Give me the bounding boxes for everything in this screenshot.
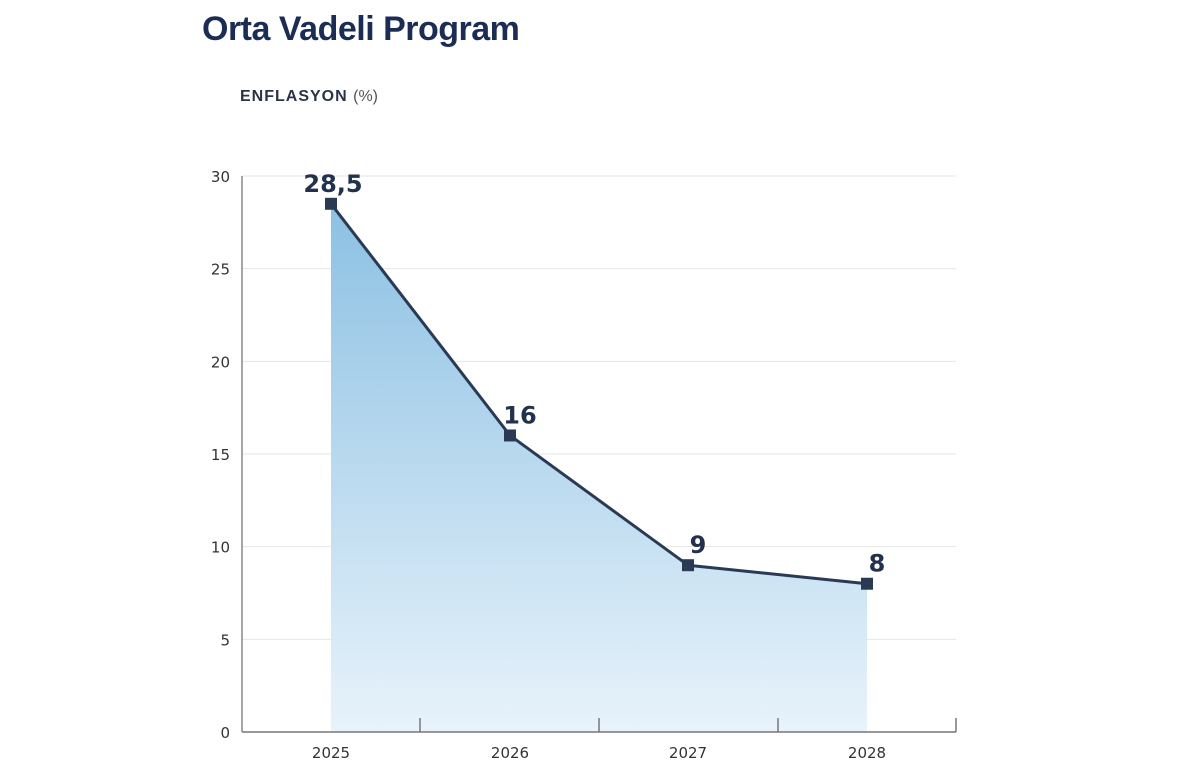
data-label: 9 <box>690 531 707 559</box>
data-label: 16 <box>503 401 536 429</box>
series-line <box>329 202 868 586</box>
y-tick-label: 25 <box>211 261 230 279</box>
chart-subtitle: ENFLASYON (%) <box>240 88 378 106</box>
x-tick-label: 2025 <box>312 744 350 762</box>
y-tick-label: 20 <box>211 353 230 371</box>
series-area-fill <box>331 203 867 733</box>
data-point-marker <box>504 429 516 442</box>
data-point-marker <box>861 577 873 590</box>
y-tick-label: 30 <box>211 168 230 186</box>
y-tick-label: 0 <box>220 724 230 742</box>
x-tick-label: 2026 <box>491 744 529 762</box>
data-point-marker <box>682 559 694 572</box>
x-tick-label: 2027 <box>669 744 707 762</box>
subtitle-label: ENFLASYON <box>240 88 348 105</box>
y-tick-label: 10 <box>211 539 230 557</box>
data-point-marker <box>325 197 337 210</box>
data-label: 8 <box>869 550 886 578</box>
y-tick-label: 5 <box>220 631 230 649</box>
data-label: 28,5 <box>303 170 362 198</box>
chart-title: Orta Vadeli Program <box>202 10 520 48</box>
y-tick-label: 15 <box>211 446 230 464</box>
subtitle-unit: (%) <box>353 88 379 105</box>
x-tick-label: 2028 <box>848 744 886 762</box>
